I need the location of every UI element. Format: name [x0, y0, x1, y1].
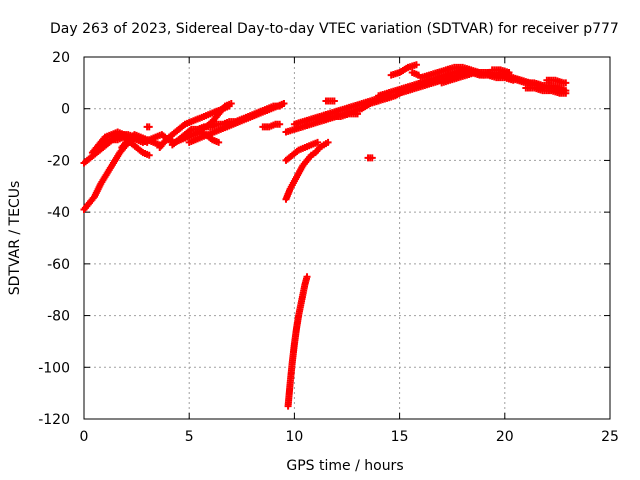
x-tick-label: 20: [496, 429, 514, 445]
series-arc-12: [284, 273, 311, 410]
data-point: [276, 120, 284, 128]
data-point: [145, 123, 153, 131]
series-arc-22: [379, 92, 395, 100]
series-arc-24: [408, 69, 423, 79]
series-arc-28: [505, 74, 570, 95]
data-point: [562, 89, 570, 97]
x-tick-label: 15: [391, 429, 409, 445]
data-point: [330, 97, 338, 105]
series-arc-10: [185, 100, 288, 146]
y-tick-label: -60: [47, 257, 70, 273]
x-axis-label: GPS time / hours: [286, 458, 403, 474]
chart-title: Day 263 of 2023, Sidereal Day-to-day VTE…: [50, 21, 619, 37]
y-axis-label: SDTVAR / TECUs: [7, 181, 23, 296]
data-point: [368, 154, 376, 162]
data-point: [387, 92, 395, 100]
data-point: [324, 138, 332, 146]
series-arc-27: [488, 66, 513, 77]
data-point: [412, 61, 420, 69]
series-arc-09: [196, 100, 235, 133]
series-arc-16: [290, 92, 391, 128]
series-arc-14: [282, 138, 322, 164]
y-tick-label: -100: [38, 360, 70, 376]
x-tick-label: 25: [601, 429, 619, 445]
y-tick-label: -120: [38, 412, 70, 428]
series-arc-21: [387, 61, 420, 79]
x-tick-label: 0: [80, 429, 89, 445]
data-point: [227, 100, 235, 108]
series-arc-06: [143, 123, 153, 131]
series-arc-01: [80, 136, 136, 214]
series-arc-30: [543, 76, 570, 87]
x-tick-label: 10: [285, 429, 303, 445]
series-arc-05: [118, 131, 164, 151]
series-arc-13: [282, 138, 332, 203]
data-point: [280, 100, 288, 108]
data-points: [80, 61, 570, 410]
y-tick-label: -40: [47, 205, 70, 221]
series-arc-19: [364, 154, 376, 162]
x-tick-labels: 0 5 10 15 20 25: [80, 429, 619, 445]
y-tick-labels: -120 -100 -80 -60 -40 -20 0 20: [38, 50, 70, 428]
data-point: [215, 138, 223, 146]
data-point: [354, 110, 362, 118]
data-point: [145, 151, 153, 159]
y-tick-label: -80: [47, 309, 70, 325]
x-tick-label: 5: [185, 429, 194, 445]
data-point: [314, 138, 322, 146]
y-tick-label: -20: [47, 153, 70, 169]
series-arc-18: [322, 97, 338, 105]
y-tick-label: 20: [52, 50, 70, 66]
data-point: [562, 79, 570, 87]
series-arc-29: [522, 84, 570, 97]
series-arc-17: [311, 110, 362, 123]
y-tick-label: 0: [61, 102, 70, 118]
series-arc-11: [259, 120, 284, 131]
plot-area: [83, 56, 611, 420]
axis-ticks: [83, 56, 611, 420]
data-point: [303, 273, 311, 281]
